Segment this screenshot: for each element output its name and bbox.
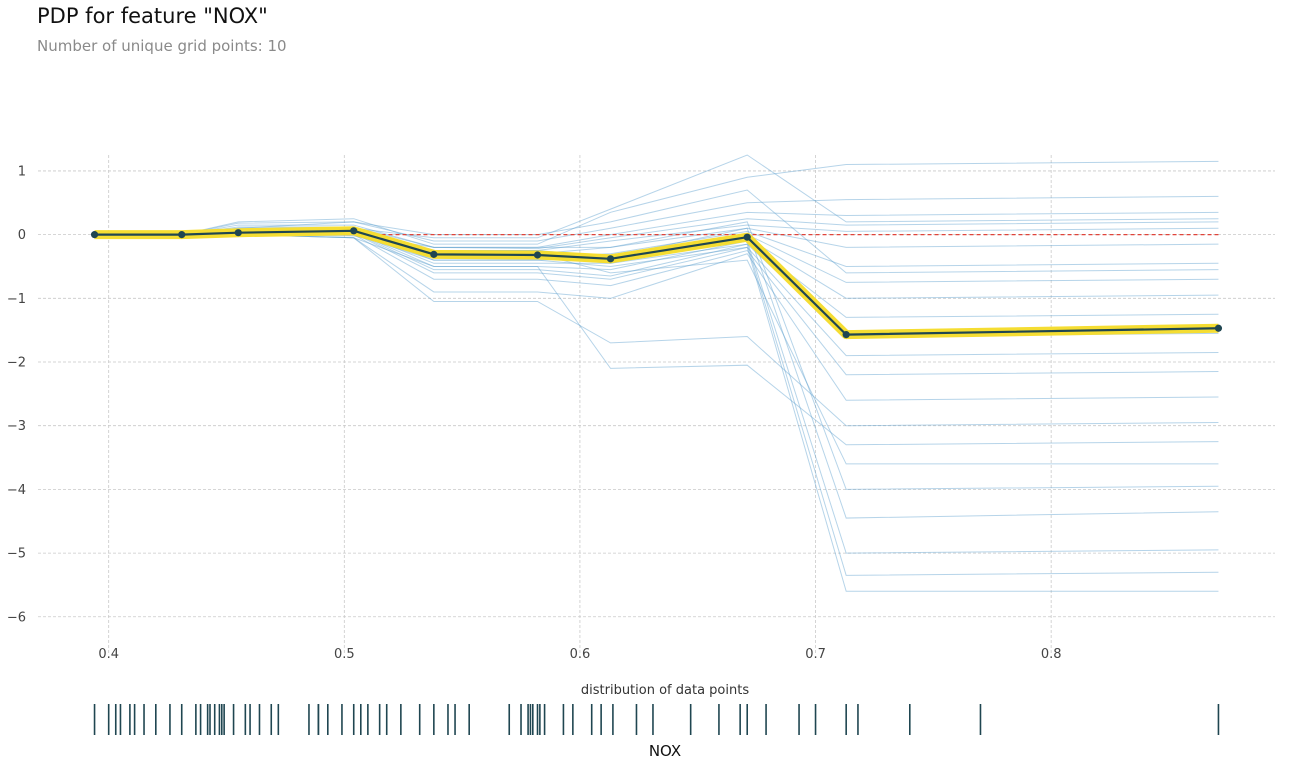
pdp-line <box>90 226 1223 340</box>
ice-line <box>94 234 1219 446</box>
distribution-rug <box>93 704 1220 735</box>
ice-line <box>94 234 1219 576</box>
pdp-point <box>430 250 438 258</box>
ice-line <box>94 234 1219 465</box>
pdp-point <box>178 231 186 239</box>
ice-line <box>94 160 1219 245</box>
ice-line <box>94 221 1219 490</box>
x-tick-label: 0.4 <box>98 647 119 662</box>
pdp-point <box>90 231 99 239</box>
y-tick-label: −6 <box>7 610 26 625</box>
x-tick-label: 0.6 <box>570 647 591 662</box>
ice-line <box>94 234 1219 554</box>
pdp-point <box>234 229 242 237</box>
ice-line <box>94 231 1219 318</box>
x-axis-label: NOX <box>649 742 681 760</box>
y-tick-label: −3 <box>7 419 26 434</box>
distribution-title: distribution of data points <box>581 683 749 698</box>
pdp-point <box>606 255 615 263</box>
y-axis-ticks: 1 0 −1 −2 −3 −4 −5 −6 <box>7 164 26 625</box>
ice-line <box>94 234 1219 592</box>
y-tick-label: −5 <box>7 547 26 562</box>
x-tick-label: 0.7 <box>805 647 826 662</box>
y-tick-label: −1 <box>7 292 26 307</box>
x-tick-label: 0.8 <box>1041 647 1062 662</box>
x-axis-ticks: 0.4 0.5 0.6 0.7 0.8 <box>98 647 1061 662</box>
chart-subtitle: Number of unique grid points: 10 <box>37 37 287 55</box>
pdp-point <box>350 227 358 235</box>
pdp-point <box>842 331 850 339</box>
pdp-point <box>743 233 751 241</box>
chart-title: PDP for feature "NOX" <box>37 4 268 28</box>
y-tick-label: 0 <box>18 228 26 243</box>
x-tick-label: 0.5 <box>334 647 355 662</box>
ice-lines <box>94 154 1219 592</box>
pdp-point <box>533 251 542 259</box>
ice-line <box>94 195 1219 242</box>
ice-line <box>94 234 1219 401</box>
pdp-mean-line <box>94 229 1219 336</box>
y-tick-label: −2 <box>7 356 26 371</box>
y-tick-label: 1 <box>18 164 26 179</box>
pdp-point <box>1214 324 1223 332</box>
y-tick-label: −4 <box>7 483 26 498</box>
